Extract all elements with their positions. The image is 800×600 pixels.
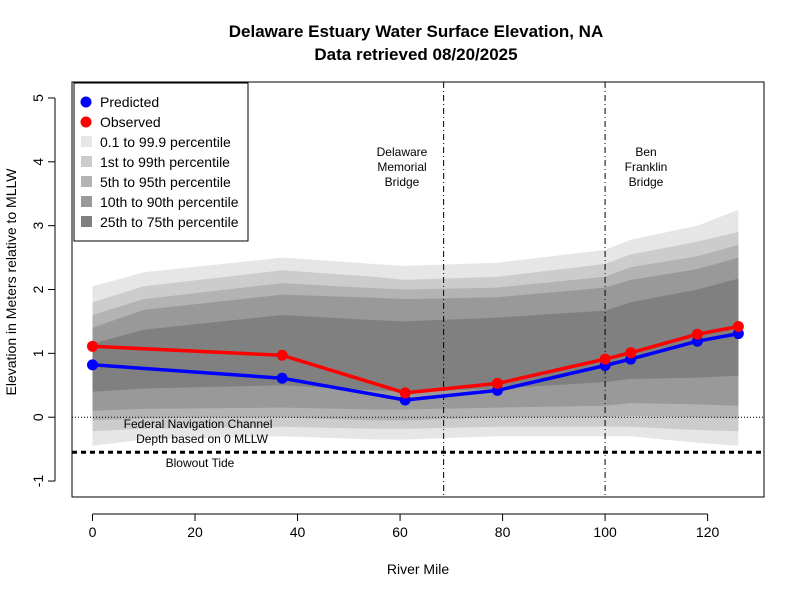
legend-swatch-6	[81, 216, 92, 227]
series-line-observed	[92, 324, 739, 395]
point-observed-7	[732, 321, 744, 333]
legend-swatch-4	[81, 176, 92, 187]
x-tick-label-2: 40	[290, 524, 306, 540]
legend-label-0: Predicted	[100, 94, 159, 110]
legend-label-3: 1st to 99th percentile	[100, 154, 230, 170]
y-tick-label-5: 4	[30, 158, 46, 166]
x-axis-label: River Mile	[387, 561, 449, 577]
legend-box	[73, 82, 249, 242]
bridge2-label-0: Ben	[635, 145, 656, 159]
point-observed-0	[87, 340, 99, 352]
x-tick-label-3: 60	[392, 524, 408, 540]
point-observed-1	[276, 349, 288, 361]
bridge2-label-1: Franklin	[625, 160, 668, 174]
y-axis-label: Elevation in Meters relative to MLLW	[3, 168, 19, 396]
x-tick-label-1: 20	[187, 524, 203, 540]
x-tick-label-5: 100	[593, 524, 617, 540]
channel-label-line1: Federal Navigation Channel	[124, 417, 273, 431]
legend-label-6: 25th to 75th percentile	[100, 214, 239, 230]
legend-label-1: Observed	[100, 114, 161, 130]
point-observed-6	[691, 328, 703, 340]
x-tick-label-4: 80	[495, 524, 511, 540]
legend-label-2: 0.1 to 99.9 percentile	[100, 134, 231, 150]
plot-frame	[71, 81, 765, 498]
x-tick-label-0: 0	[89, 524, 97, 540]
channel-label-line2: Depth based on 0 MLLW	[136, 432, 269, 446]
bridge2-label-2: Bridge	[629, 175, 664, 189]
bridge1-label-2: Bridge	[385, 175, 420, 189]
chart-subtitle: Data retrieved 08/20/2025	[314, 45, 517, 64]
bridge1-label-0: Delaware	[377, 145, 428, 159]
legend-label-4: 5th to 95th percentile	[100, 174, 231, 190]
y-tick-label-4: 3	[30, 222, 46, 230]
blowout-label: Blowout Tide	[166, 456, 235, 470]
y-tick-label-3: 2	[30, 285, 46, 293]
point-observed-3	[491, 377, 503, 389]
bridge1-label-1: Memorial	[377, 160, 426, 174]
percentile-bands	[92, 209, 739, 446]
point-predicted-0	[87, 359, 99, 371]
legend-label-5: 10th to 90th percentile	[100, 194, 239, 210]
y-tick-label-0: -1	[30, 475, 46, 488]
point-observed-4	[599, 353, 611, 365]
y-tick-label-6: 5	[30, 94, 46, 102]
point-predicted-1	[276, 372, 288, 384]
legend[interactable]: Predicted Observed 0.1 to 99.9 percentile 1…	[73, 82, 249, 242]
y-tick-label-2: 1	[30, 349, 46, 357]
x-tick-label-6: 120	[696, 524, 720, 540]
legend-swatch-5	[81, 196, 92, 207]
point-observed-5	[625, 347, 637, 359]
legend-marker-0	[80, 96, 92, 108]
legend-swatch-3	[81, 156, 92, 167]
series-line-predicted	[92, 331, 739, 402]
band-4	[92, 278, 739, 392]
point-observed-2	[399, 387, 411, 399]
data-series	[87, 321, 744, 406]
y-tick-label-1: 0	[30, 413, 46, 421]
reference-lines	[72, 82, 764, 497]
axes: 0 20 40 60 80 100 120 -1 0 1 2 3 4 5	[30, 81, 765, 540]
legend-swatch-2	[81, 136, 92, 147]
legend-marker-1	[80, 116, 92, 128]
chart-title: Delaware Estuary Water Surface Elevation…	[229, 22, 603, 41]
